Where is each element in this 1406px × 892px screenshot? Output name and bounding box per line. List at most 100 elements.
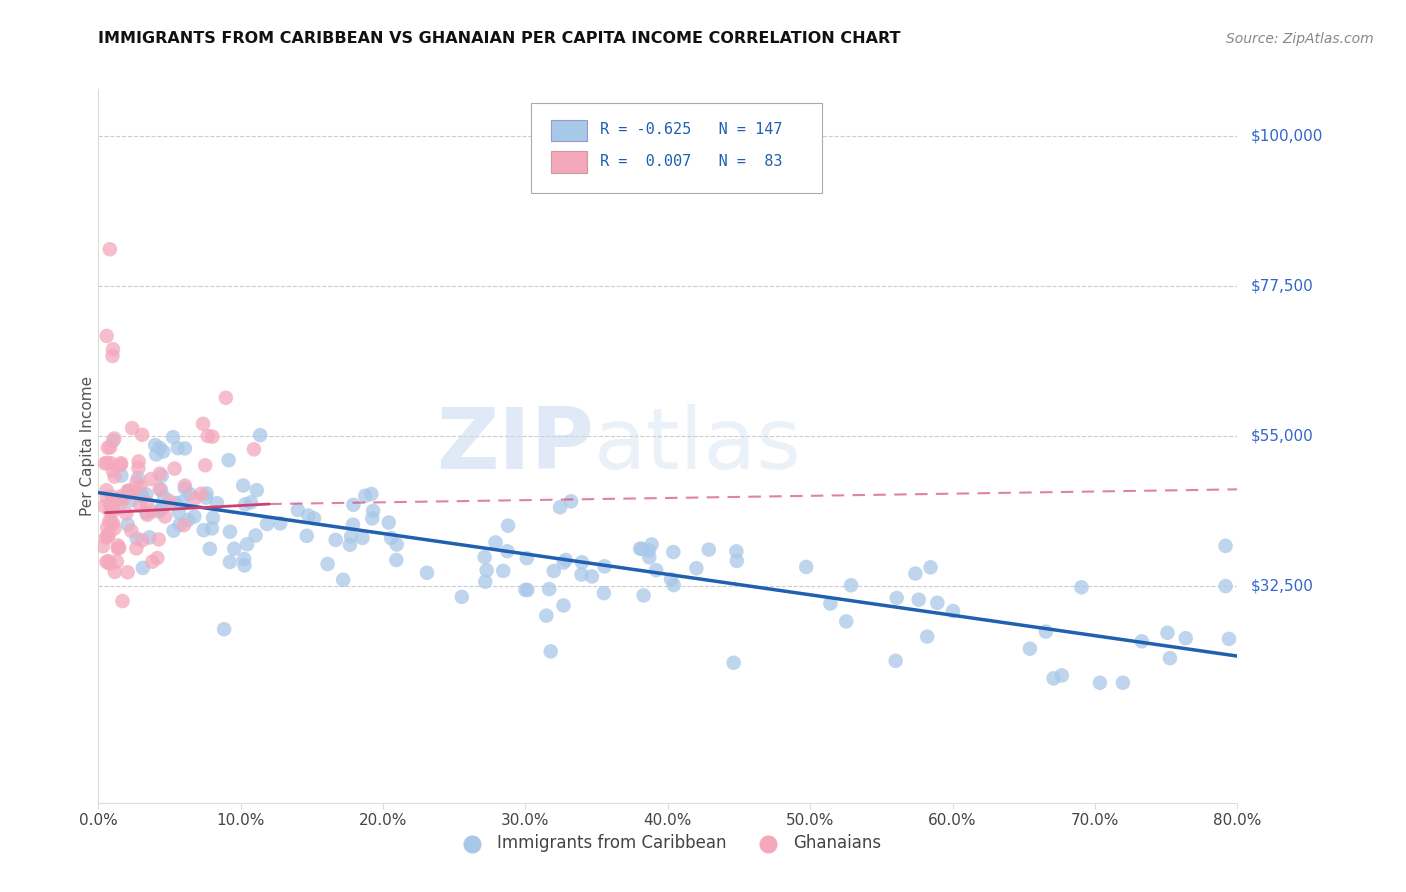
Point	[97, 554, 120, 568]
Point	[136, 508, 159, 522]
Point	[243, 442, 266, 457]
Point	[839, 578, 862, 592]
Point	[101, 343, 124, 357]
Point	[628, 541, 651, 556]
Point	[554, 553, 576, 567]
Point	[132, 561, 155, 575]
Point	[1035, 624, 1057, 639]
FancyBboxPatch shape	[531, 103, 821, 193]
Point	[129, 479, 152, 493]
Point	[516, 582, 538, 597]
Point	[117, 483, 139, 498]
Point	[177, 513, 200, 527]
Point	[249, 428, 271, 442]
Point	[148, 482, 170, 496]
Point	[96, 456, 118, 470]
Point	[149, 441, 172, 455]
Point	[820, 597, 842, 611]
Point	[725, 554, 748, 568]
Text: R = -0.625   N = 147: R = -0.625 N = 147	[599, 122, 782, 137]
Point	[120, 524, 142, 538]
Point	[884, 654, 907, 668]
Point	[201, 429, 224, 443]
Point	[496, 518, 519, 533]
Point	[98, 441, 121, 455]
Point	[108, 541, 131, 555]
Point	[190, 487, 212, 501]
Point	[135, 506, 157, 520]
Point	[157, 494, 180, 508]
Point	[170, 495, 193, 509]
Point	[141, 472, 163, 486]
Point	[103, 504, 125, 518]
Point	[352, 531, 374, 545]
Point	[224, 541, 246, 556]
Point	[173, 442, 195, 456]
Point	[1050, 668, 1073, 682]
Point	[143, 438, 166, 452]
Point	[121, 486, 143, 500]
Point	[169, 517, 191, 532]
Point	[1130, 634, 1153, 648]
Point	[100, 515, 122, 529]
Point	[942, 604, 965, 618]
Text: IMMIGRANTS FROM CARIBBEAN VS GHANAIAN PER CAPITA INCOME CORRELATION CHART: IMMIGRANTS FROM CARIBBEAN VS GHANAIAN PE…	[98, 31, 901, 46]
Point	[127, 461, 149, 475]
Point	[110, 468, 132, 483]
Point	[571, 567, 593, 582]
Point	[100, 456, 122, 470]
Point	[96, 483, 118, 498]
Point	[101, 464, 124, 478]
Point	[111, 489, 134, 503]
Point	[659, 572, 682, 586]
Point	[173, 481, 195, 495]
Point	[354, 489, 377, 503]
Point	[516, 551, 538, 566]
Point	[571, 555, 593, 569]
Point	[1156, 625, 1178, 640]
Point	[96, 490, 118, 504]
Point	[96, 530, 118, 544]
Point	[927, 596, 949, 610]
Point	[94, 531, 117, 545]
Point	[135, 487, 157, 501]
Point	[93, 499, 115, 513]
Point	[246, 483, 269, 498]
Point	[107, 538, 129, 552]
Point	[101, 494, 124, 508]
Point	[179, 487, 201, 501]
Point	[385, 553, 408, 567]
Point	[1112, 675, 1135, 690]
Point	[98, 515, 121, 529]
Bar	[551, 152, 586, 173]
Point	[96, 329, 118, 343]
Point	[1019, 641, 1042, 656]
Point	[149, 467, 172, 481]
Point	[233, 498, 256, 512]
Point	[212, 622, 235, 636]
Point	[194, 491, 217, 505]
Bar	[551, 120, 586, 141]
Point	[205, 496, 228, 510]
Point	[163, 461, 186, 475]
Point	[146, 551, 169, 566]
Point	[515, 582, 537, 597]
Point	[127, 471, 149, 485]
Point	[165, 496, 187, 510]
Point	[540, 644, 562, 658]
Point	[904, 566, 927, 581]
Point	[125, 475, 148, 490]
Point	[297, 508, 319, 523]
Point	[195, 486, 218, 500]
Point	[148, 504, 170, 518]
Text: $77,500: $77,500	[1251, 278, 1315, 293]
Point	[191, 417, 214, 431]
Point	[167, 505, 190, 519]
Point	[360, 487, 382, 501]
Point	[174, 478, 197, 492]
Point	[218, 453, 240, 467]
Point	[638, 550, 661, 565]
Point	[592, 586, 614, 600]
Point	[662, 545, 685, 559]
Point	[103, 521, 125, 535]
